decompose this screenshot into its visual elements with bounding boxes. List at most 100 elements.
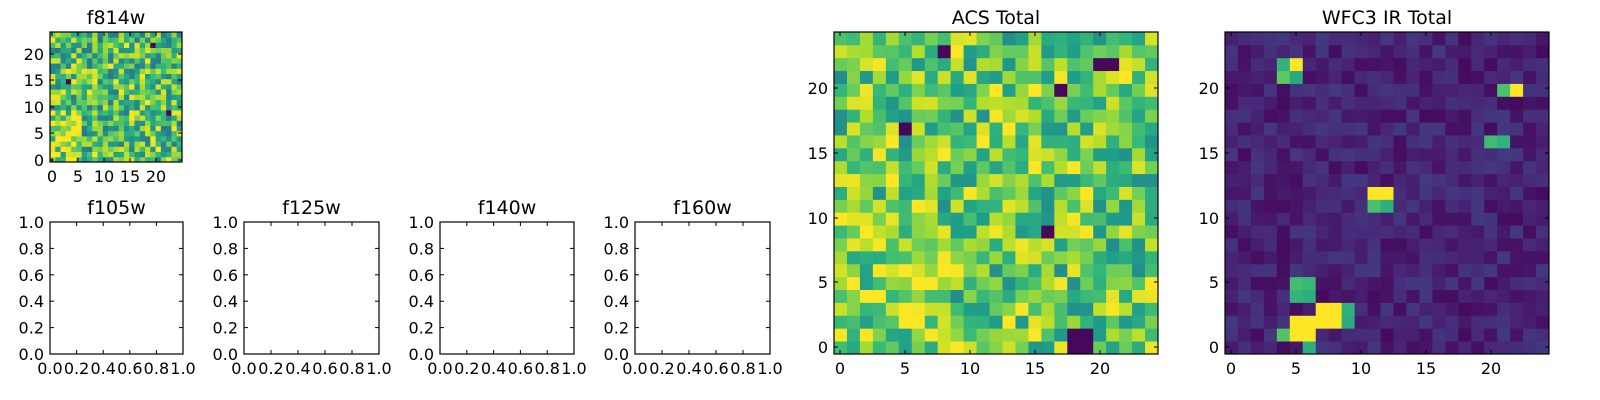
heatmap-cell <box>1354 302 1368 316</box>
heatmap-cell <box>976 83 990 97</box>
heatmap-cell <box>55 104 61 111</box>
heatmap-cell <box>1341 135 1355 149</box>
heatmap-cell <box>1497 302 1511 316</box>
heatmap-cell <box>123 52 130 59</box>
heatmap-cell <box>1002 276 1016 290</box>
heatmap-cell <box>76 89 83 95</box>
heatmap-cell <box>113 52 120 59</box>
heatmap-cell <box>1341 225 1355 239</box>
heatmap-cell <box>1080 135 1094 149</box>
heatmap-cell <box>1041 57 1055 72</box>
heatmap-cell <box>171 99 178 106</box>
heatmap-cell <box>1028 328 1042 342</box>
heatmap-cell <box>859 341 874 355</box>
heatmap-cell <box>846 341 861 355</box>
heatmap-cell <box>1289 160 1304 175</box>
heatmap-cell <box>171 141 178 147</box>
heatmap-cell <box>1315 250 1330 265</box>
heatmap-cell <box>1250 135 1265 149</box>
heatmap-cell <box>1419 212 1433 226</box>
heatmap-cell <box>108 68 114 74</box>
heatmap-cell <box>176 94 183 100</box>
heatmap-cell <box>60 63 67 69</box>
heatmap-cell <box>145 42 151 48</box>
heatmap-cell <box>1002 32 1016 46</box>
heatmap-cell <box>1536 32 1550 46</box>
heatmap-cell <box>1093 199 1107 213</box>
heatmap-cell <box>1510 173 1524 187</box>
heatmap-cell <box>123 104 130 111</box>
heatmap-cell <box>139 94 146 100</box>
heatmap-cell <box>1067 276 1081 290</box>
heatmap-cell <box>92 156 98 163</box>
heatmap-cell <box>859 250 874 265</box>
heatmap-cell <box>1093 328 1107 342</box>
heatmap-cell <box>898 212 913 226</box>
heatmap-cell <box>55 68 61 74</box>
heatmap-cell <box>1536 238 1550 252</box>
heatmap-cell <box>859 212 874 226</box>
heatmap-cell <box>134 58 141 64</box>
heatmap-cell <box>113 73 120 80</box>
heatmap-cell <box>1302 328 1317 342</box>
heatmap-cell <box>1419 250 1433 265</box>
heatmap-cell <box>155 110 162 116</box>
heatmap-cell <box>1041 44 1055 59</box>
heatmap-cell <box>1067 238 1081 252</box>
heatmap-cell <box>160 73 167 80</box>
heatmap-cell <box>1302 96 1317 110</box>
heatmap-cell <box>145 99 151 106</box>
heatmap-cell <box>1250 238 1265 252</box>
heatmap-cell <box>171 68 178 74</box>
heatmap-cell <box>92 42 98 48</box>
y-tick-label: 0.8 <box>213 239 238 258</box>
heatmap-cell <box>1354 263 1368 278</box>
heatmap-cell <box>963 341 977 355</box>
heatmap-cell <box>924 147 939 162</box>
heatmap-cell <box>1393 135 1407 149</box>
heatmap-cell <box>65 115 72 121</box>
heatmap-cell <box>176 58 183 64</box>
heatmap-cell <box>1263 44 1278 59</box>
heatmap-cell <box>81 99 88 106</box>
heatmap-cell <box>166 156 172 163</box>
heatmap-cell <box>989 96 1003 110</box>
heatmap-cell <box>108 141 114 147</box>
heatmap-cell <box>872 276 887 290</box>
heatmap-cell <box>1458 70 1472 84</box>
heatmap-cell <box>1471 212 1485 226</box>
heatmap-cell <box>1054 32 1068 46</box>
heatmap-cell <box>139 146 146 152</box>
y-tick-label: 0.2 <box>604 319 629 338</box>
heatmap-cell <box>1445 160 1459 175</box>
heatmap-cell <box>55 63 61 69</box>
heatmap-cell <box>1302 173 1317 187</box>
heatmap-cell <box>1225 199 1239 213</box>
heatmap-cell <box>1250 328 1265 342</box>
heatmap-cell <box>1132 276 1146 290</box>
heatmap-cell <box>113 136 120 142</box>
heatmap-cell <box>834 276 848 290</box>
heatmap-cell <box>118 156 125 163</box>
y-tick-label: 0.8 <box>604 239 629 258</box>
heatmap-cell <box>1523 341 1537 355</box>
heatmap-cell <box>150 73 156 80</box>
heatmap-cell <box>834 263 848 278</box>
heatmap-cell <box>1354 57 1368 72</box>
heatmap-cell <box>1263 341 1278 355</box>
heatmap-cell <box>102 32 109 38</box>
heatmap-cell <box>1067 289 1081 303</box>
x-tick-label: 0.0 <box>622 359 647 378</box>
heatmap-cell <box>1523 32 1537 46</box>
panel-title: ACS Total <box>952 7 1040 29</box>
heatmap-cell <box>1119 276 1133 290</box>
heatmap-cell <box>885 44 900 59</box>
heatmap-cell <box>1067 44 1081 59</box>
y-tick-label: 0.8 <box>409 239 434 258</box>
heatmap-cell <box>1237 263 1252 278</box>
heatmap-cell <box>97 110 104 116</box>
heatmap-cell <box>1523 96 1537 110</box>
heatmap-cell <box>160 156 167 163</box>
heatmap-cell <box>139 47 146 54</box>
heatmap-cell <box>1484 328 1498 342</box>
